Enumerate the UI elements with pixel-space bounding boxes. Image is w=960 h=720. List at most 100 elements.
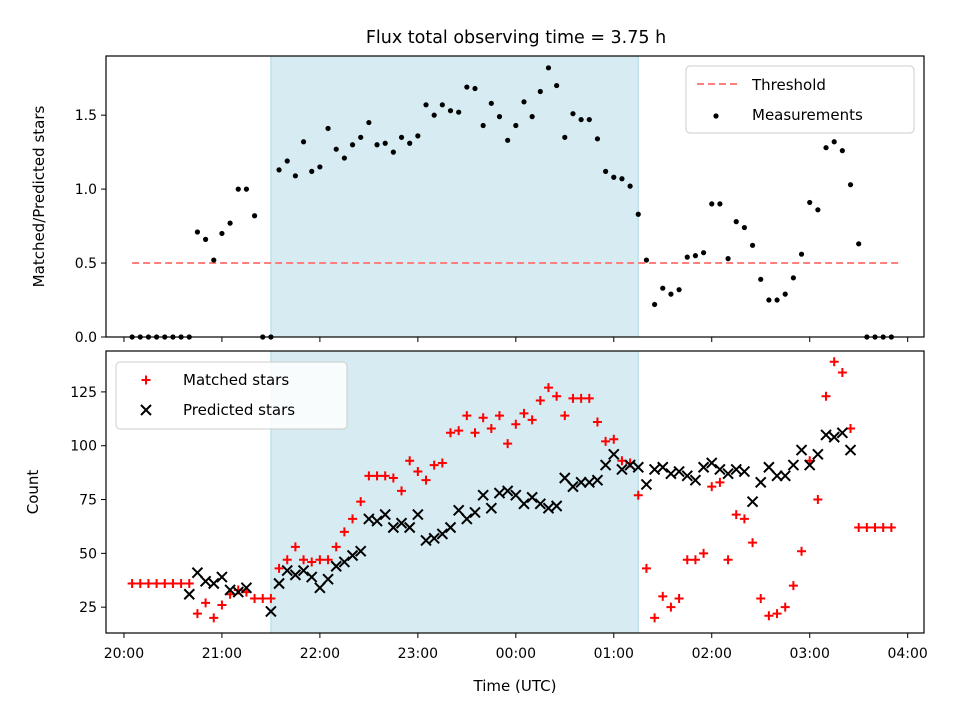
predicted-stars-point — [534, 498, 547, 510]
x-tick-label: 04:00 — [887, 646, 927, 662]
predicted-stars-point — [599, 459, 612, 471]
matched-stars-point — [723, 555, 733, 565]
measurement-point — [480, 122, 486, 129]
measurement-point — [676, 287, 682, 293]
predicted-stars-point — [208, 577, 220, 590]
measurement-point — [815, 207, 821, 213]
matched-stars-point — [307, 557, 317, 567]
matched-stars-point — [543, 383, 553, 393]
measurement-point — [505, 137, 511, 143]
matched-stars-point — [797, 546, 807, 556]
predicted-stars-point — [795, 444, 808, 456]
matched-stars-point — [601, 436, 611, 446]
measurement-point — [774, 297, 780, 303]
series-predicted-stars — [183, 427, 857, 618]
matched-stars-point — [446, 428, 456, 438]
measurement-point — [496, 114, 503, 120]
y-tick-label: 0.5 — [75, 256, 97, 272]
measurement-point — [251, 213, 258, 219]
matched-stars-point — [780, 602, 790, 612]
matched-stars-point — [266, 594, 276, 604]
predicted-stars-point — [591, 474, 604, 486]
y-tick-label: 1.0 — [75, 182, 97, 198]
measurement-point — [374, 142, 380, 148]
matched-stars-point — [127, 578, 137, 588]
predicted-stars-point — [199, 575, 212, 588]
predicted-stars-point — [526, 491, 538, 504]
predicted-stars-point — [648, 463, 661, 476]
matched-stars-point — [209, 613, 219, 623]
measurement-point — [366, 119, 372, 126]
matched-stars-point — [486, 423, 496, 433]
measurement-point — [488, 100, 494, 106]
matched-stars-point — [666, 602, 676, 612]
measurement-point — [513, 122, 519, 129]
predicted-stars-point — [510, 489, 522, 501]
y-tick-label: 75 — [79, 493, 97, 509]
measurement-point — [749, 242, 756, 248]
measurement-point — [570, 111, 576, 117]
measurement-point — [807, 199, 813, 206]
matched-stars-point — [454, 426, 464, 436]
predicted-stars-point — [771, 470, 783, 482]
matched-stars-point — [650, 613, 660, 623]
measurement-point — [578, 116, 584, 123]
measurement-point — [382, 140, 388, 146]
matched-stars-point — [364, 471, 374, 481]
matched-stars-point — [870, 523, 880, 533]
matched-stars-point — [519, 408, 529, 418]
predicted-stars-point — [665, 467, 677, 480]
predicted-stars-point — [436, 528, 449, 540]
matched-stars-point — [429, 460, 439, 470]
matched-stars-point — [674, 594, 684, 604]
predicted-stars-point — [501, 485, 514, 497]
predicted-stars-point — [812, 448, 824, 461]
y-axis-label: Count — [24, 470, 42, 515]
predicted-stars-point — [828, 431, 840, 443]
measurement-point — [521, 99, 527, 105]
matched-stars-point — [592, 417, 602, 427]
matched-stars-point — [470, 428, 480, 438]
measurement-point — [219, 230, 225, 237]
predicted-stars-point — [493, 487, 506, 499]
matched-stars-point — [388, 473, 398, 483]
predicted-stars-point — [395, 517, 408, 529]
matched-stars-point — [356, 497, 366, 507]
matched-stars-point — [380, 471, 390, 481]
matched-stars-point — [176, 578, 186, 588]
predicted-stars-point — [314, 582, 326, 594]
matched-stars-point — [609, 434, 619, 444]
matched-stars-point — [568, 393, 578, 403]
predicted-stars-point — [403, 521, 416, 534]
legend-frame — [685, 65, 915, 134]
measurement-point — [709, 201, 715, 207]
matched-stars-point — [152, 578, 162, 588]
measurement-point — [619, 176, 625, 182]
measurement-point — [741, 224, 747, 231]
axes-frame — [105, 350, 925, 634]
legend-matched-swatch — [141, 375, 151, 385]
predicted-stars-point — [730, 463, 742, 476]
measurement-point — [700, 250, 707, 256]
predicted-stars-point — [689, 474, 702, 486]
measurement-point — [651, 301, 658, 308]
measurement-point — [325, 125, 331, 132]
matched-stars-point — [250, 594, 260, 604]
measurement-point — [333, 146, 339, 152]
measurement-point — [243, 186, 250, 192]
x-tick-label: 20:00 — [104, 646, 144, 662]
matched-stars-point — [331, 542, 341, 552]
measurement-point — [847, 182, 854, 188]
legend: Matched stars Predicted stars — [115, 361, 348, 430]
measurement-point — [611, 174, 617, 180]
y-tick-label: 125 — [70, 385, 97, 401]
measurement-point — [766, 297, 772, 303]
predicted-stars-point — [714, 463, 726, 476]
predicted-stars-point — [289, 569, 302, 581]
measurement-point — [782, 291, 788, 297]
legend-threshold-label: Threshold — [751, 76, 826, 94]
measurement-point — [758, 276, 764, 282]
matched-stars-point — [511, 419, 521, 429]
predicted-stars-point — [306, 571, 318, 583]
measurement-point — [733, 219, 739, 225]
